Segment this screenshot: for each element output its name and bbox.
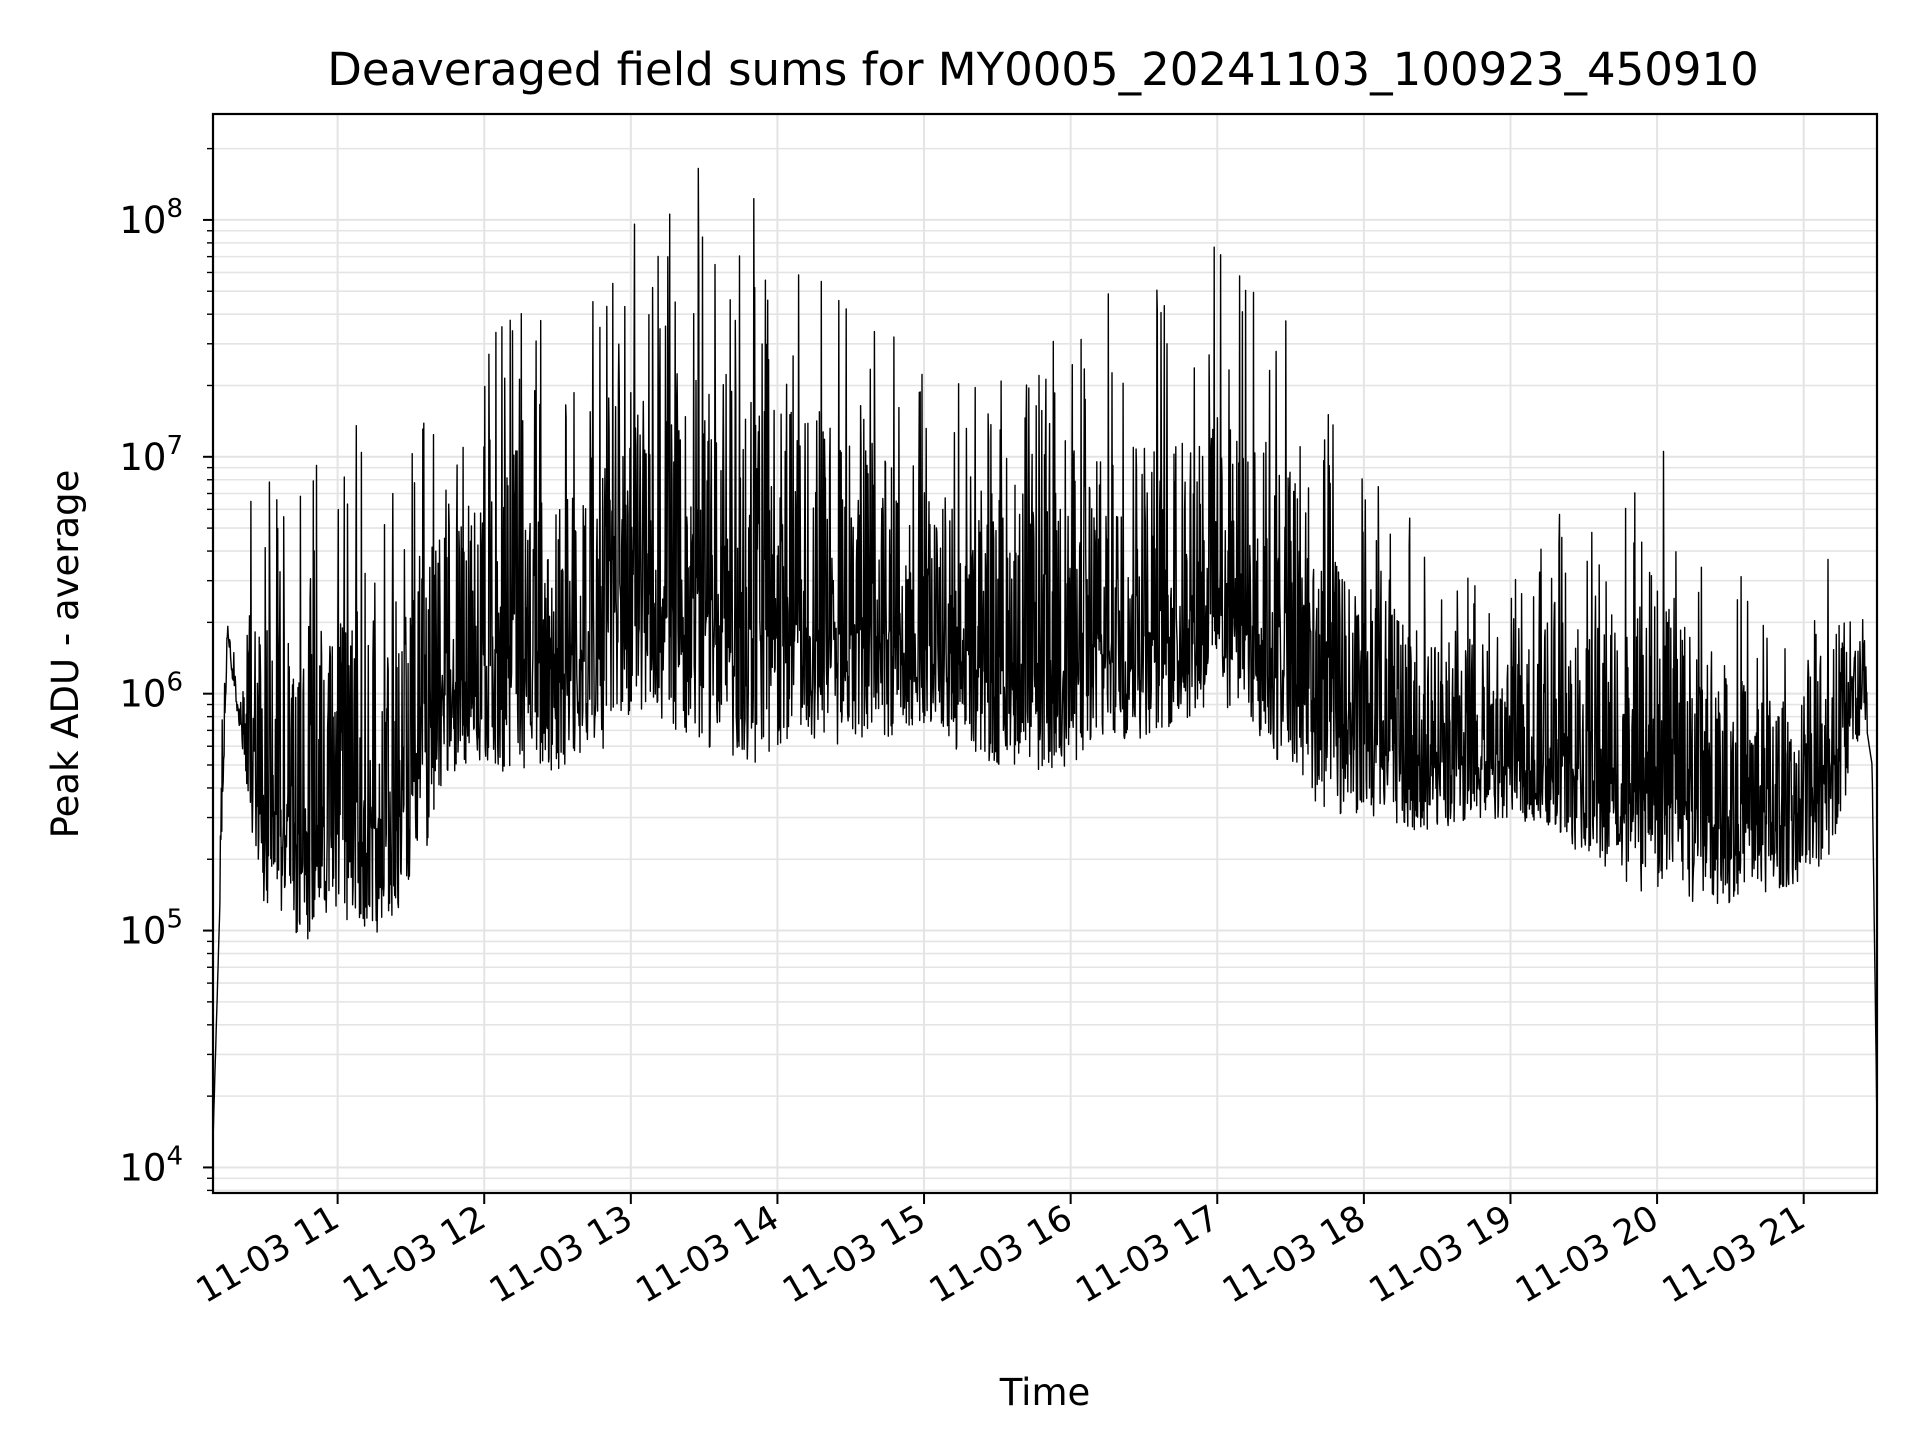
y-tick-label: 106 xyxy=(119,668,183,716)
y-tick-label: 107 xyxy=(119,431,183,479)
y-axis: 104 105 106 107 108 xyxy=(119,147,213,1192)
x-axis-label: Time xyxy=(999,1371,1091,1414)
y-tick-label: 108 xyxy=(119,194,183,242)
y-axis-label: Peak ADU - average xyxy=(44,470,87,839)
plot-data-group xyxy=(212,167,1878,1141)
y-tick-label: 105 xyxy=(119,905,183,953)
y-tick-label: 104 xyxy=(119,1141,183,1189)
data-series-line xyxy=(212,167,1878,1141)
plot-frame xyxy=(211,112,1879,1195)
chart-title: Deaveraged field sums for MY0005_2024110… xyxy=(327,43,1759,96)
